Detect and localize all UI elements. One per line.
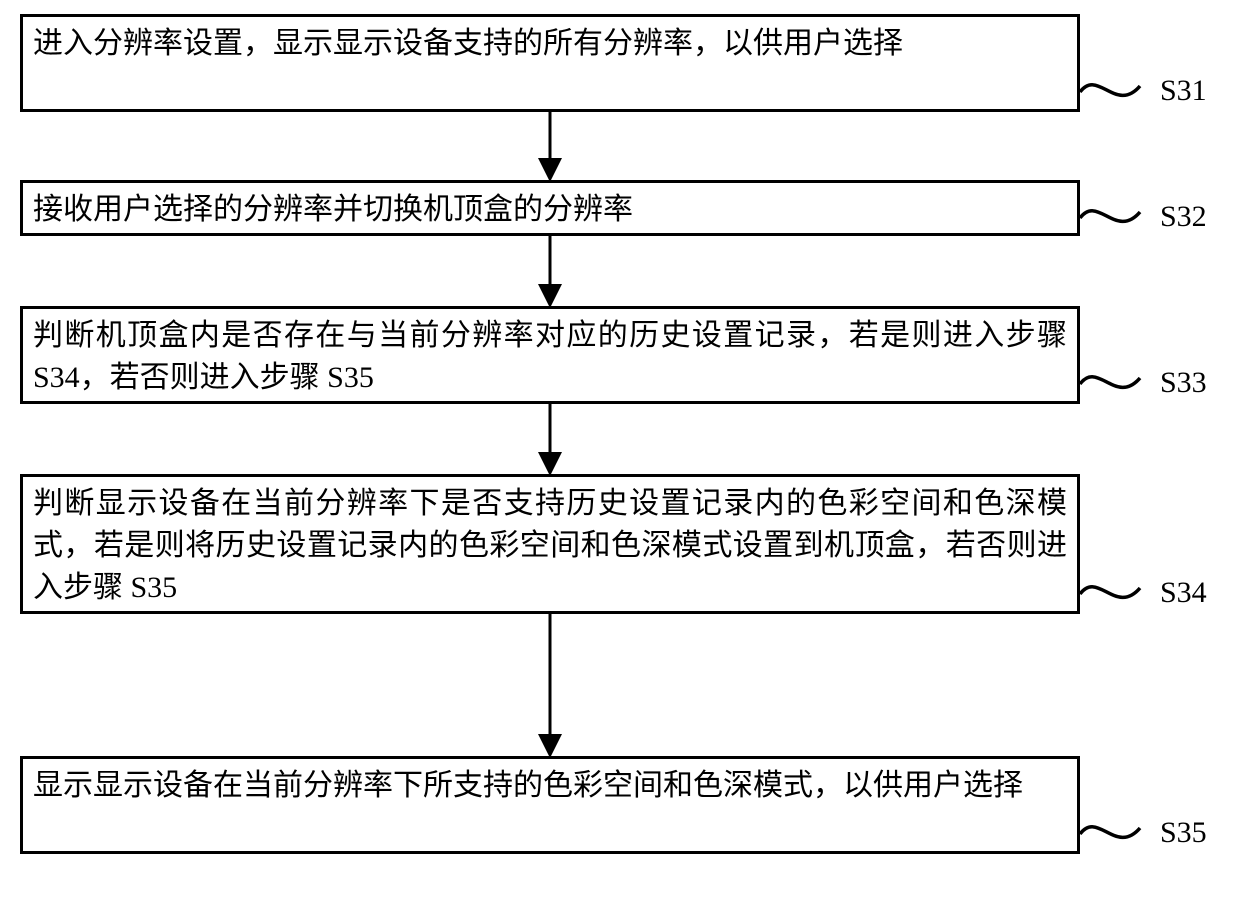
tilde-connector-s31 [1080,70,1160,110]
tilde-connector-s35 [1080,812,1160,852]
step-label-s33: S33 [1160,366,1207,400]
step-label-s35: S35 [1160,816,1207,850]
tilde-connector-s32 [1080,196,1160,236]
step-label-s31: S31 [1160,74,1207,108]
arrow-s31-s32 [0,0,1240,899]
tilde-connector-s33 [1080,362,1160,402]
tilde-connector-s34 [1080,572,1160,612]
step-label-s32: S32 [1160,200,1207,234]
step-label-s34: S34 [1160,576,1207,610]
